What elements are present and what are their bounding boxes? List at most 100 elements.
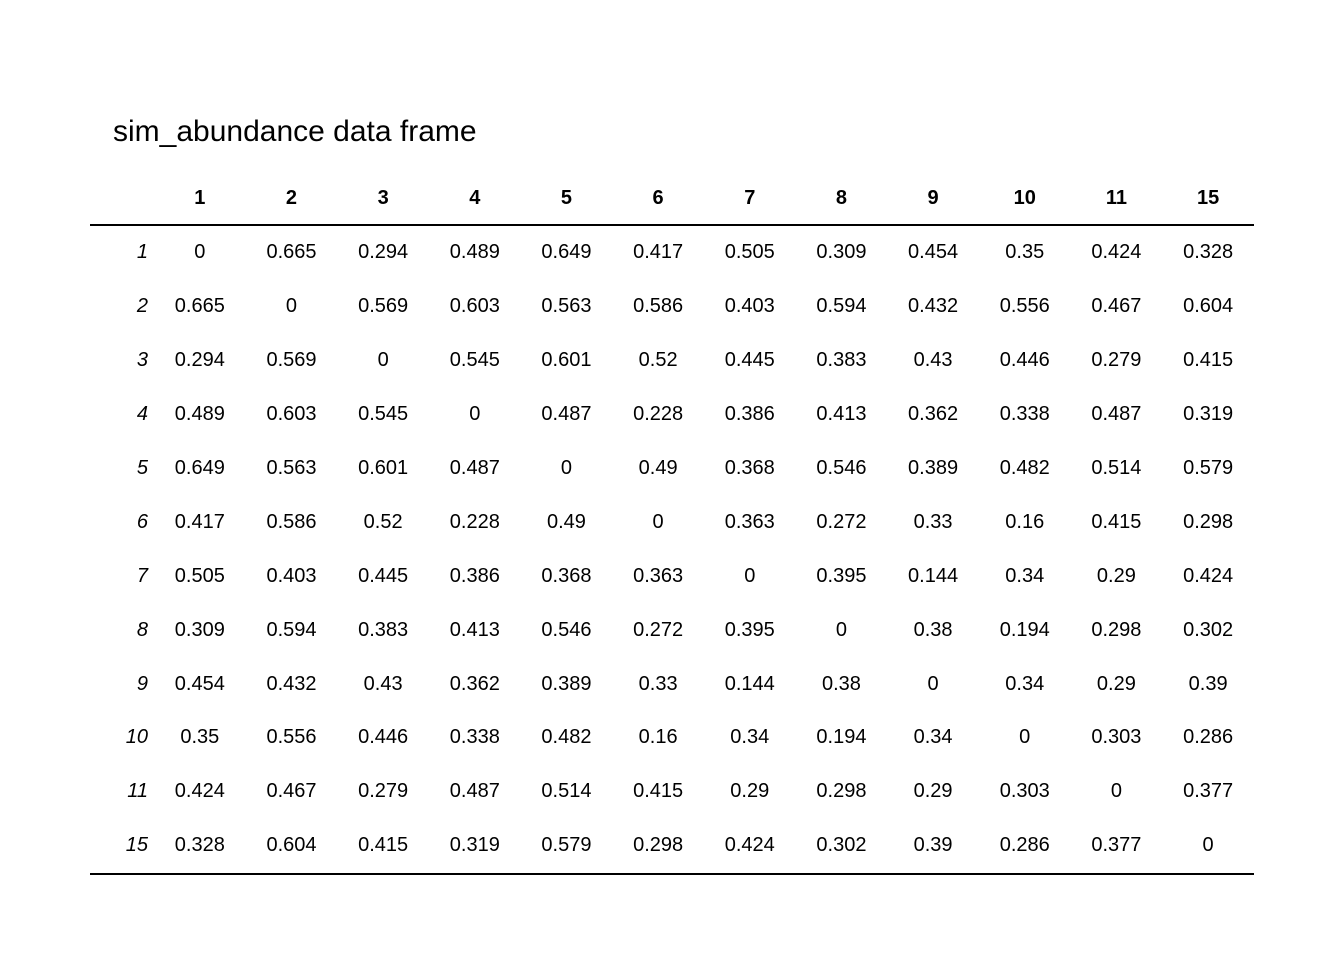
header-row: 1 2 3 4 5 6 7 8 9 10 11 15 (90, 172, 1254, 226)
table-cell: 0.34 (1005, 672, 1045, 695)
column-header: 5 (520, 172, 613, 226)
table-cell: 0.601 (358, 457, 409, 479)
table-cell: 0.144 (724, 672, 775, 695)
table-cell: 0.432 (908, 295, 959, 318)
table-cell: 0.556 (266, 726, 317, 749)
column-header: 4 (428, 172, 521, 226)
table-cell: 0.368 (724, 457, 775, 479)
table-cell: 0.309 (174, 618, 225, 641)
table-cell: 0.546 (816, 457, 867, 479)
table-cell: 0.489 (449, 241, 500, 264)
column-header: 9 (887, 172, 979, 226)
table-cell: 0.328 (1183, 241, 1234, 264)
column-header: 1 (154, 172, 246, 226)
table-cell: 0 (377, 349, 389, 372)
table-row: 4 0.489 0.603 0.545 0 0.487 0.228 0.386 0.413 0.3… (90, 388, 1254, 442)
table-cell: 0.482 (541, 726, 592, 749)
table-cell: 0.298 (1091, 618, 1142, 641)
table-cell: 0.286 (978, 818, 1071, 875)
row-name: 8 (136, 618, 148, 641)
table-cell: 0.43 (363, 672, 403, 695)
table-cell: 0.389 (908, 457, 959, 479)
table-cell: 0.228 (633, 403, 684, 426)
table-cell: 0.389 (541, 672, 592, 695)
row-name: 4 (136, 403, 148, 426)
column-header: 2 (245, 172, 338, 226)
table-cell: 0.52 (363, 510, 403, 533)
table-cell: 0.33 (638, 672, 678, 695)
table-cell: 0.52 (638, 349, 678, 372)
table-cell: 0 (560, 457, 573, 479)
table-cell: 0.586 (633, 295, 684, 318)
table-cell: 0.545 (449, 349, 500, 372)
table-cell: 0.395 (816, 564, 867, 587)
table-cell: 0.487 (1091, 403, 1142, 426)
column-header: 11 (1070, 172, 1163, 226)
table-cell: 0.386 (724, 403, 775, 426)
table-cell: 0.594 (816, 295, 867, 318)
table-cell: 0.417 (174, 510, 225, 533)
row-name: 10 (125, 726, 148, 749)
table-cell: 0.377 (1183, 780, 1234, 803)
table-cell: 0.362 (449, 672, 500, 695)
data-frame-table: 1 2 3 4 5 6 7 8 9 10 11 15 1 0 0.665 0.294 0.489 0.649 0.… (90, 172, 1254, 875)
row-name: 7 (136, 564, 148, 587)
table-cell: 0.29 (913, 780, 953, 803)
table-cell: 0.454 (908, 241, 959, 264)
table-cell: 0.665 (266, 241, 317, 264)
table-cell: 0.603 (266, 403, 317, 426)
table-cell: 0.445 (724, 349, 775, 372)
table-cell: 0.144 (908, 564, 959, 587)
table-cell: 0.603 (449, 295, 500, 318)
table-cell: 0.309 (816, 241, 867, 264)
column-header: 8 (795, 172, 888, 226)
table-cell: 0.338 (999, 403, 1050, 426)
table-cell: 0.279 (1091, 349, 1142, 372)
table-cell: 0.403 (266, 564, 317, 587)
table-cell: 0.424 (1091, 241, 1142, 264)
table-header: 1 2 3 4 5 6 7 8 9 10 11 15 (90, 172, 1254, 226)
table-cell: 0.649 (541, 241, 592, 264)
table-cell: 0.604 (245, 818, 338, 875)
table-cell: 0.569 (266, 349, 317, 372)
table-cell: 0.505 (174, 564, 225, 587)
table-cell: 0.279 (358, 780, 409, 803)
table-cell: 0.303 (999, 780, 1050, 803)
row-name: 5 (136, 457, 148, 479)
table-cell: 0.545 (358, 403, 409, 426)
table-cell: 0.303 (1091, 726, 1142, 749)
table-cell: 0.16 (638, 726, 678, 749)
column-header: 6 (612, 172, 704, 226)
row-name: 15 (90, 818, 154, 875)
table-cell: 0.272 (633, 618, 684, 641)
table-cell: 0.601 (541, 349, 592, 372)
column-header: 10 (978, 172, 1071, 226)
column-header: 7 (703, 172, 796, 226)
table-cell: 0.383 (358, 618, 409, 641)
table-row: 3 0.294 0.569 0 0.545 0.601 0.52 0.445 0.383 0.43… (90, 334, 1254, 388)
table-cell: 0.43 (913, 349, 953, 372)
table-cell: 0.38 (821, 672, 861, 695)
table-cell: 0.432 (266, 672, 317, 695)
table-cell: 0.363 (633, 564, 684, 587)
table-cell: 0.298 (1183, 510, 1234, 533)
table-cell: 0 (194, 241, 206, 264)
table-cell: 0.29 (730, 780, 770, 803)
table-cell: 0.35 (180, 726, 220, 749)
table-cell: 0.594 (266, 618, 317, 641)
table-cell: 0.424 (1183, 564, 1234, 587)
row-name: 3 (136, 349, 148, 372)
table-cell: 0.363 (724, 510, 775, 533)
table-cell: 0.272 (816, 510, 867, 533)
table-cell: 0.328 (154, 818, 246, 875)
table-cell: 0.29 (1096, 564, 1136, 587)
table-row: 2 0.665 0 0.569 0.603 0.563 0.586 0.403 0.594 0.4… (90, 280, 1254, 334)
table-cell: 0.446 (358, 726, 409, 749)
table-row: 9 0.454 0.432 0.43 0.362 0.389 0.33 0.144 0.38 0 0… (90, 657, 1254, 711)
table-cell: 0.194 (816, 726, 867, 749)
table-row: 8 0.309 0.594 0.383 0.413 0.546 0.272 0.395 0 0.3… (90, 603, 1254, 657)
table-row: 7 0.505 0.403 0.445 0.386 0.368 0.363 0 0.395 0.1… (90, 549, 1254, 603)
table-cell: 0.34 (1005, 564, 1045, 587)
table-cell: 0.386 (449, 564, 500, 587)
table-cell: 0.467 (1091, 295, 1142, 318)
